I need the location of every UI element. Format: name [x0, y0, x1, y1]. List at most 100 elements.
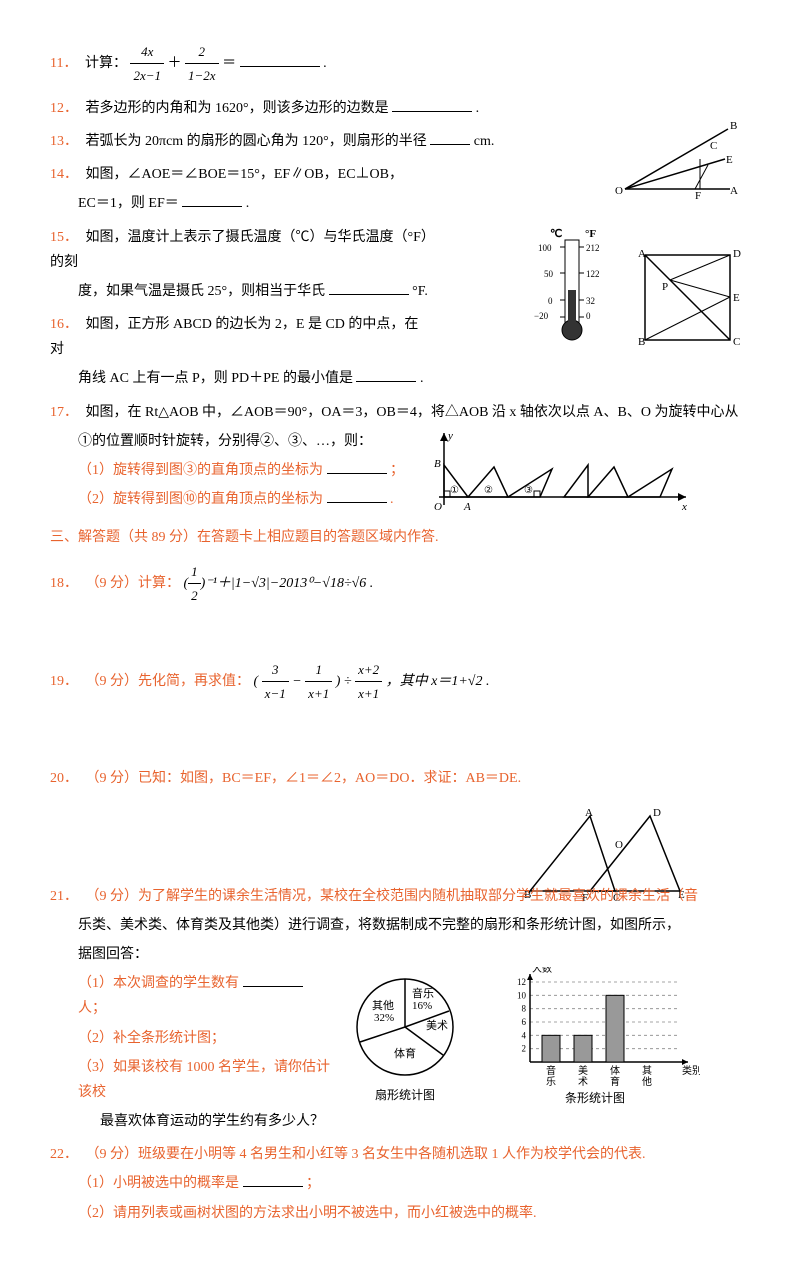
- svg-text:美: 美: [578, 1064, 588, 1077]
- qnum: 17．: [50, 405, 78, 420]
- svg-text:12: 12: [517, 977, 526, 987]
- qnum: 12．: [50, 101, 78, 116]
- text: 如图，正方形 ABCD 的边长为 2，E 是 CD 的中点，在对: [50, 317, 418, 357]
- fraction-1: 4x 2x−1: [130, 40, 164, 88]
- blank[interactable]: [243, 972, 303, 987]
- svg-text:A: A: [463, 501, 471, 513]
- qnum: 21．: [50, 889, 78, 904]
- question-13: 13． 若弧长为 20πcm 的扇形的圆心角为 120°，则扇形的半径 cm. …: [50, 129, 750, 154]
- sub1: （1）旋转得到图③的直角顶点的坐标为 ；: [78, 458, 404, 483]
- text: 如图，在 Rt△AOB 中，∠AOB＝90°，OA＝3，OB＝4，将△AOB 沿…: [86, 405, 739, 420]
- section-3-header: 三、解答题（共 89 分）在答题卡上相应题目的答题区域内作答.: [50, 525, 750, 550]
- svg-text:100: 100: [538, 243, 552, 253]
- plus: ＋: [168, 56, 182, 71]
- qnum: 19．: [50, 674, 78, 689]
- svg-text:音: 音: [546, 1064, 556, 1077]
- suffix: .: [476, 101, 480, 116]
- svg-text:人数: 人数: [532, 967, 552, 975]
- svg-text:D: D: [653, 807, 661, 819]
- svg-text:P: P: [662, 281, 668, 293]
- svg-text:③: ③: [524, 485, 533, 496]
- svg-text:其他: 其他: [372, 999, 394, 1012]
- sub1: （1）小明被选中的概率是 ；: [78, 1171, 750, 1196]
- svg-text:B: B: [638, 336, 645, 348]
- pts: （9 分）为了解学生的课余生活情况，某校在全校范围内随机抽取部分学生就最喜欢的课…: [86, 889, 699, 904]
- svg-text:乐: 乐: [546, 1076, 556, 1088]
- svg-text:A: A: [638, 248, 646, 260]
- sub2: （2）请用列表或画树状图的方法求出小明不被选中，而小红被选中的概率.: [78, 1201, 750, 1226]
- svg-text:6: 6: [522, 1017, 527, 1027]
- qnum: 14．: [50, 167, 78, 182]
- svg-text:D: D: [733, 248, 741, 260]
- svg-text:音乐: 音乐: [412, 986, 434, 1000]
- svg-text:122: 122: [586, 269, 600, 279]
- question-16: 16． 如图，正方形 ABCD 的边长为 2，E 是 CD 的中点，在对 角线 …: [50, 312, 430, 392]
- svg-text:℃: ℃: [550, 228, 562, 240]
- question-17: 17． 如图，在 Rt△AOB 中，∠AOB＝90°，OA＝3，OB＝4，将△A…: [50, 400, 750, 515]
- qnum: 11．: [50, 56, 77, 71]
- svg-text:体: 体: [610, 1065, 620, 1077]
- svg-text:50: 50: [544, 269, 554, 279]
- figure-rotation: O A B x y ① ② ③: [424, 425, 694, 515]
- figure-thermometer: ℃ °F 100 50 0 −20 212 122 32 0: [530, 225, 620, 345]
- line2: ①的位置顺时针旋转，分别得②、③、…，则：: [78, 429, 404, 454]
- blank[interactable]: [240, 52, 320, 67]
- qnum: 16．: [50, 317, 78, 332]
- figure-square-abcd: A D B C E P: [630, 245, 750, 355]
- unit: cm.: [474, 134, 495, 149]
- question-12: 12． 若多边形的内角和为 1620°，则该多边形的边数是 .: [50, 96, 750, 121]
- svg-text:O: O: [434, 501, 442, 513]
- svg-text:32%: 32%: [374, 1012, 394, 1024]
- question-21: 21． （9 分）为了解学生的课余生活情况，某校在全校范围内随机抽取部分学生就最…: [50, 884, 750, 1135]
- figure-pie-chart: 其他 32% 音乐 16% 美术 体育 扇形统计图: [340, 967, 480, 1134]
- svg-text:①: ①: [450, 485, 459, 496]
- svg-text:°F: °F: [585, 228, 596, 240]
- qnum: 20．: [50, 771, 78, 786]
- svg-text:其: 其: [642, 1065, 652, 1077]
- blank[interactable]: [430, 130, 470, 145]
- text: 若弧长为 20πcm 的扇形的圆心角为 120°，则扇形的半径: [86, 134, 427, 149]
- line2: 度，如果气温是摄氏 25°，则相当于华氏 °F.: [78, 279, 430, 304]
- text: 如图，∠AOE＝∠BOE＝15°，EF∥OB，EC⊥OB，: [86, 167, 404, 182]
- blank[interactable]: [356, 367, 416, 382]
- svg-text:2: 2: [522, 1044, 527, 1054]
- qnum: 15．: [50, 230, 78, 245]
- l3: 据图回答：: [78, 942, 750, 967]
- blank[interactable]: [327, 459, 387, 474]
- sub2: （2）补全条形统计图；: [78, 1026, 330, 1051]
- svg-text:体育: 体育: [394, 1046, 416, 1060]
- label-C: C: [710, 140, 717, 152]
- sub3b: 最喜欢体育运动的学生约有多少人？: [100, 1109, 330, 1134]
- svg-text:A: A: [585, 807, 593, 819]
- svg-text:美术: 美术: [426, 1019, 448, 1032]
- blank[interactable]: [329, 280, 409, 295]
- blank[interactable]: [392, 97, 472, 112]
- question-18: 18． （9 分）计算： (12)⁻¹＋|1−√3|−2013⁰−√18÷√6 …: [50, 560, 750, 608]
- svg-text:4: 4: [522, 1030, 527, 1040]
- sub3a: （3）如果该校有 1000 名学生，请你估计该校: [78, 1055, 330, 1105]
- svg-text:−20: −20: [534, 311, 549, 321]
- eq: ＝: [222, 56, 236, 71]
- svg-text:y: y: [447, 430, 453, 442]
- question-11: 11． 计算： 4x 2x−1 ＋ 2 1−2x ＝ .: [50, 40, 750, 88]
- svg-text:条形统计图: 条形统计图: [565, 1091, 625, 1105]
- sub1: （1）本次调查的学生数有 人；: [78, 971, 330, 1021]
- blank[interactable]: [182, 192, 242, 207]
- question-15: 15． 如图，温度计上表示了摄氏温度（℃）与华氏温度（°F）的刻 度，如果气温是…: [50, 225, 430, 305]
- text: 若多边形的内角和为 1620°，则该多边形的边数是: [86, 101, 389, 116]
- svg-text:32: 32: [586, 296, 595, 306]
- half: 12: [188, 560, 201, 608]
- svg-text:x: x: [681, 501, 687, 513]
- blank[interactable]: [327, 488, 387, 503]
- svg-text:类别: 类别: [682, 1064, 700, 1077]
- svg-text:②: ②: [484, 485, 493, 496]
- blank[interactable]: [243, 1172, 303, 1187]
- fraction-2: 2 1−2x: [185, 40, 219, 88]
- pts: （9 分）班级要在小明等 4 名男生和小红等 3 名女生中各随机选取 1 人作为…: [86, 1147, 646, 1162]
- question-19: 19． （9 分）先化简，再求值： ( 3x−1 − 1x+1 ) ÷ x+2x…: [50, 658, 750, 706]
- svg-text:他: 他: [642, 1075, 652, 1088]
- svg-text:术: 术: [578, 1076, 588, 1088]
- svg-text:C: C: [733, 336, 740, 348]
- label-B: B: [730, 120, 737, 132]
- svg-text:0: 0: [548, 296, 553, 306]
